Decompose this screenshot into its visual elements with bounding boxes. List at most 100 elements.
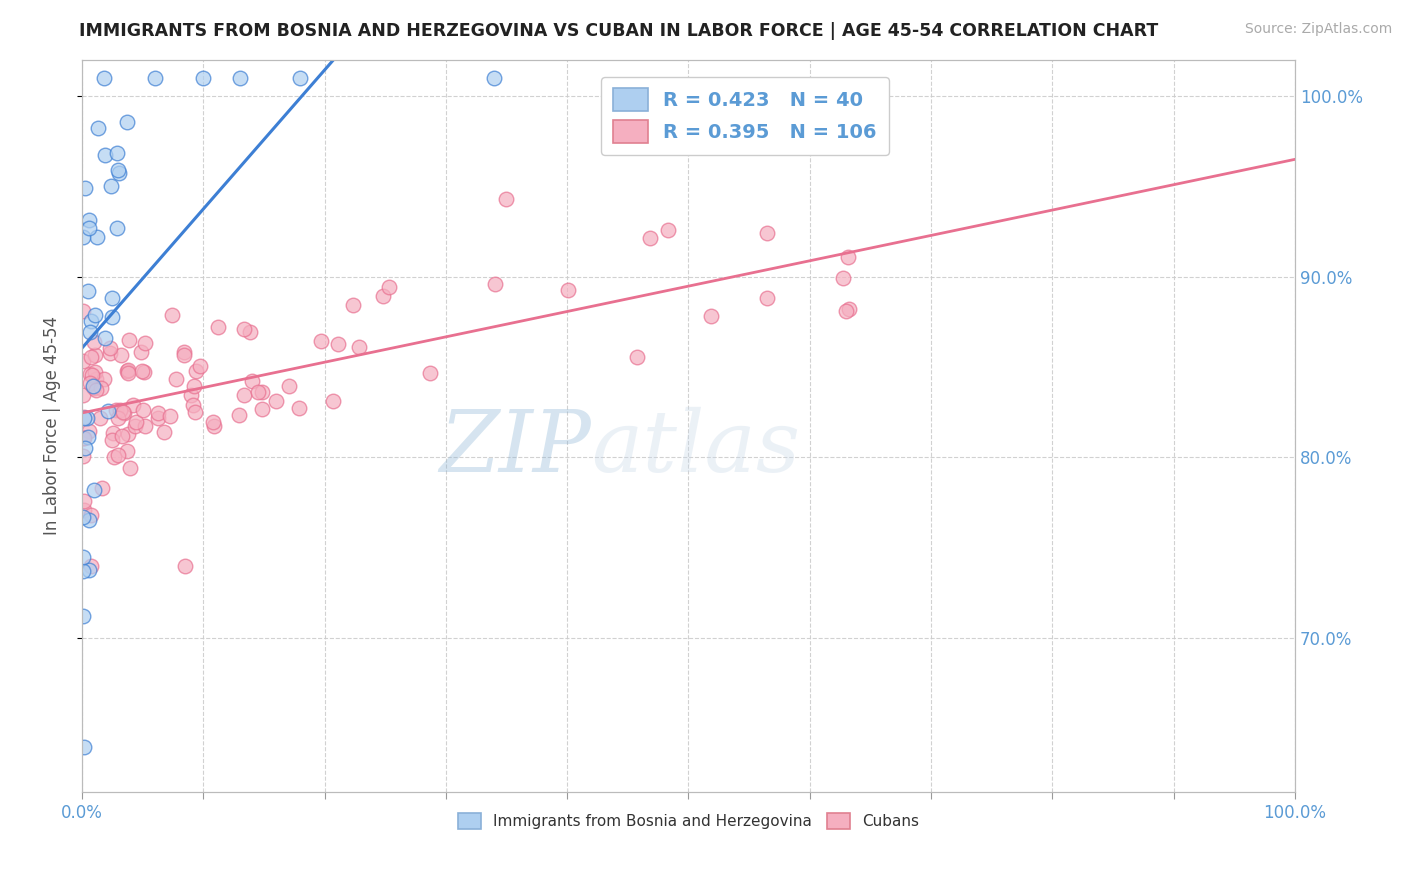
Point — [835, 303, 858, 318]
Point — [86, 229, 108, 244]
Point — [207, 320, 229, 334]
Point — [115, 364, 138, 378]
Point — [105, 403, 128, 417]
Point — [159, 409, 181, 424]
Point — [112, 405, 135, 419]
Point — [75, 181, 97, 195]
Text: IMMIGRANTS FROM BOSNIA AND HERZEGOVINA VS CUBAN IN LABOR FORCE | AGE 45-54 CORRE: IMMIGRANTS FROM BOSNIA AND HERZEGOVINA V… — [79, 22, 1159, 40]
Point — [72, 510, 94, 524]
Point — [72, 229, 94, 244]
Point — [125, 415, 148, 429]
Point — [165, 372, 187, 386]
Point — [80, 350, 103, 364]
Point — [76, 411, 98, 425]
Point — [83, 483, 105, 497]
Point — [134, 335, 156, 350]
Point — [228, 408, 250, 422]
Text: Source: ZipAtlas.com: Source: ZipAtlas.com — [1244, 22, 1392, 37]
Point — [79, 508, 101, 523]
Point — [80, 314, 103, 328]
Point — [98, 342, 121, 356]
Point — [129, 345, 152, 359]
Point — [72, 388, 94, 402]
Point — [287, 401, 309, 416]
Point — [79, 425, 101, 439]
Point — [152, 425, 174, 439]
Point — [250, 401, 273, 416]
Point — [118, 334, 141, 348]
Point — [484, 70, 506, 85]
Point — [100, 179, 122, 194]
Point — [657, 223, 679, 237]
Point — [557, 283, 579, 297]
Point — [84, 308, 107, 322]
Point — [79, 368, 101, 382]
Point — [246, 384, 269, 399]
Point — [239, 325, 262, 339]
Point — [180, 388, 202, 402]
Point — [108, 402, 131, 417]
Point — [228, 70, 250, 85]
Text: ZIP: ZIP — [440, 407, 592, 489]
Point — [120, 461, 142, 475]
Point — [131, 363, 153, 377]
Y-axis label: In Labor Force | Age 45-54: In Labor Force | Age 45-54 — [44, 317, 60, 535]
Point — [82, 379, 104, 393]
Point — [79, 325, 101, 339]
Point — [73, 441, 96, 455]
Point — [107, 449, 129, 463]
Point — [202, 419, 225, 434]
Point — [326, 336, 349, 351]
Point — [79, 376, 101, 391]
Point — [72, 431, 94, 445]
Point — [124, 419, 146, 434]
Point — [240, 374, 263, 388]
Point — [173, 348, 195, 362]
Point — [184, 364, 207, 378]
Point — [83, 381, 105, 395]
Point — [699, 309, 721, 323]
Point — [495, 192, 517, 206]
Point — [101, 433, 124, 447]
Point — [108, 166, 131, 180]
Point — [112, 406, 135, 420]
Point — [73, 494, 96, 508]
Point — [756, 291, 779, 305]
Point — [146, 406, 169, 420]
Point — [117, 366, 139, 380]
Point — [115, 114, 138, 128]
Point — [837, 250, 859, 264]
Point — [101, 310, 124, 324]
Point — [181, 399, 204, 413]
Point — [347, 340, 370, 354]
Point — [188, 359, 211, 373]
Point — [80, 558, 103, 573]
Point — [264, 394, 287, 409]
Point — [183, 379, 205, 393]
Point — [193, 70, 215, 85]
Point — [73, 739, 96, 754]
Point — [132, 403, 155, 417]
Point — [626, 350, 648, 364]
Point — [111, 429, 134, 443]
Point — [93, 70, 115, 85]
Point — [84, 365, 107, 379]
Point — [121, 398, 143, 412]
Point — [250, 384, 273, 399]
Point — [73, 431, 96, 445]
Point — [110, 348, 132, 362]
Point — [107, 410, 129, 425]
Point — [233, 388, 256, 402]
Point — [90, 381, 112, 395]
Point — [146, 411, 169, 425]
Point — [73, 410, 96, 425]
Point — [72, 564, 94, 578]
Point — [342, 298, 364, 312]
Point — [419, 366, 441, 380]
Point — [132, 365, 155, 379]
Point — [484, 277, 506, 291]
Point — [107, 162, 129, 177]
Point — [90, 481, 112, 495]
Legend: Immigrants from Bosnia and Herzegovina, Cubans: Immigrants from Bosnia and Herzegovina, … — [451, 807, 925, 836]
Point — [89, 410, 111, 425]
